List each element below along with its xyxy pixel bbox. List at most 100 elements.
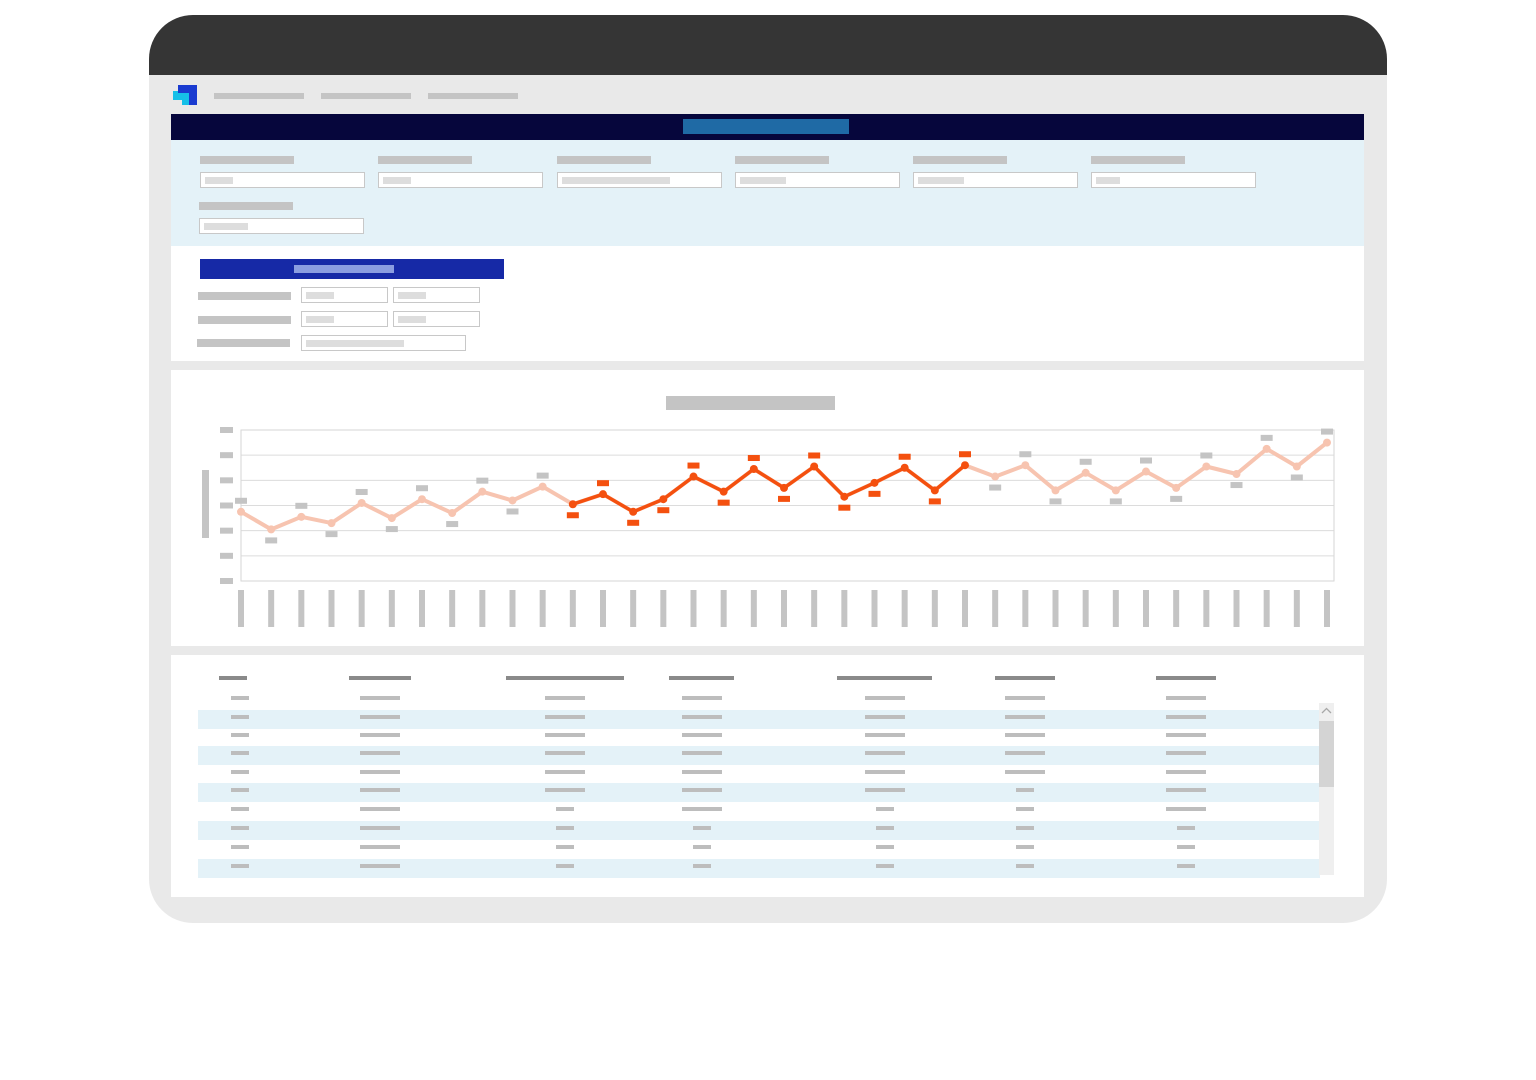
table-cell (360, 788, 400, 792)
data-label: 3.1 (355, 488, 368, 495)
table-cell (692, 864, 711, 868)
table-row[interactable] (198, 840, 1320, 859)
data-label: 3.75 (536, 472, 549, 479)
x-tick-label (388, 590, 395, 627)
device-top-bezel (149, 15, 1387, 75)
x-tick-label (1022, 590, 1029, 627)
table-cell (864, 751, 905, 755)
x-tick-label (992, 590, 999, 627)
filter-input[interactable] (913, 172, 1078, 188)
x-tick-label (750, 590, 757, 627)
x-tick-label (660, 590, 667, 627)
x-tick-label (569, 590, 576, 627)
parameter-label (198, 292, 291, 300)
table-cell (360, 770, 400, 774)
x-tick-label (358, 590, 365, 627)
y-tick-label (220, 477, 233, 484)
table-cell (1005, 715, 1045, 719)
table-row[interactable] (198, 821, 1320, 840)
table-cell (1016, 864, 1034, 868)
table-cell (1005, 770, 1045, 774)
data-point (568, 500, 577, 509)
data-label: 2.05 (265, 537, 278, 544)
table-cell (231, 788, 249, 792)
parameter-input[interactable] (393, 287, 480, 303)
table-cell (1166, 788, 1206, 792)
data-label: 4.15 (989, 484, 1002, 491)
table-cell (231, 696, 249, 700)
column-header[interactable] (995, 676, 1055, 680)
column-header[interactable] (1156, 676, 1216, 680)
app-logo-icon[interactable] (173, 83, 199, 109)
table-row[interactable] (198, 859, 1320, 878)
table-cell (864, 788, 905, 792)
data-point (599, 490, 607, 499)
filter-label (1091, 156, 1185, 164)
table-cell (681, 696, 722, 700)
filter-input[interactable] (557, 172, 722, 188)
y-axis-label (202, 470, 209, 538)
data-point (1323, 438, 1331, 447)
x-tick-label (1173, 590, 1180, 627)
column-header[interactable] (837, 676, 932, 680)
parameter-title (294, 265, 394, 273)
table-row[interactable] (198, 765, 1320, 784)
data-label: 3.6 (1049, 498, 1062, 505)
table-row[interactable] (198, 691, 1320, 710)
nav-link-3[interactable] (428, 93, 518, 99)
filter-input[interactable] (200, 172, 365, 188)
parameter-header[interactable] (200, 259, 504, 279)
data-point (448, 509, 457, 518)
x-tick-label (539, 590, 546, 627)
table-row[interactable] (198, 710, 1320, 729)
filter-input[interactable] (735, 172, 900, 188)
table-row[interactable] (198, 728, 1320, 747)
x-tick-label (1112, 590, 1119, 627)
data-label: 4.5 (898, 453, 911, 460)
column-header[interactable] (506, 676, 624, 680)
data-point (538, 482, 547, 491)
nav-link-2[interactable] (321, 93, 411, 99)
filter-label (735, 156, 829, 164)
data-label: 3.05 (566, 512, 579, 519)
table-cell (556, 826, 574, 830)
y-tick-label (220, 552, 233, 559)
filter-panel (171, 140, 1364, 246)
data-label: 5.25 (1260, 434, 1273, 441)
data-label: 3.55 (476, 477, 489, 484)
filter-input[interactable] (199, 218, 364, 234)
data-point (1202, 462, 1211, 471)
filter-input[interactable] (1091, 172, 1256, 188)
data-label: 2.3 (325, 531, 338, 538)
table-cell (864, 696, 905, 700)
parameter-input[interactable] (301, 311, 388, 327)
table-row[interactable] (198, 746, 1320, 765)
column-header[interactable] (669, 676, 734, 680)
table-row[interactable] (198, 783, 1320, 802)
parameter-input[interactable] (393, 311, 480, 327)
table-scrollbar-thumb[interactable] (1319, 721, 1334, 787)
nav-link-1[interactable] (214, 93, 304, 99)
table-cell (1005, 751, 1045, 755)
filter-label (557, 156, 651, 164)
data-label: 2.5 (385, 526, 398, 533)
series-line-highlight (572, 463, 967, 514)
table-cell (681, 715, 722, 719)
x-tick-label (1082, 590, 1089, 627)
table-cell (1005, 733, 1045, 737)
column-header[interactable] (349, 676, 411, 680)
chevron-up-icon[interactable] (1319, 703, 1334, 719)
table-cell (545, 770, 585, 774)
data-point (508, 496, 517, 505)
filter-input[interactable] (378, 172, 543, 188)
data-point (1172, 483, 1181, 492)
table-cell (231, 845, 249, 849)
y-tick-label (220, 578, 233, 584)
table-cell (556, 864, 574, 868)
parameter-input[interactable] (301, 287, 388, 303)
filter-label (200, 156, 294, 164)
data-label: 2.75 (235, 497, 247, 504)
column-header[interactable] (219, 676, 247, 680)
table-row[interactable] (198, 802, 1320, 821)
parameter-input[interactable] (301, 335, 466, 351)
